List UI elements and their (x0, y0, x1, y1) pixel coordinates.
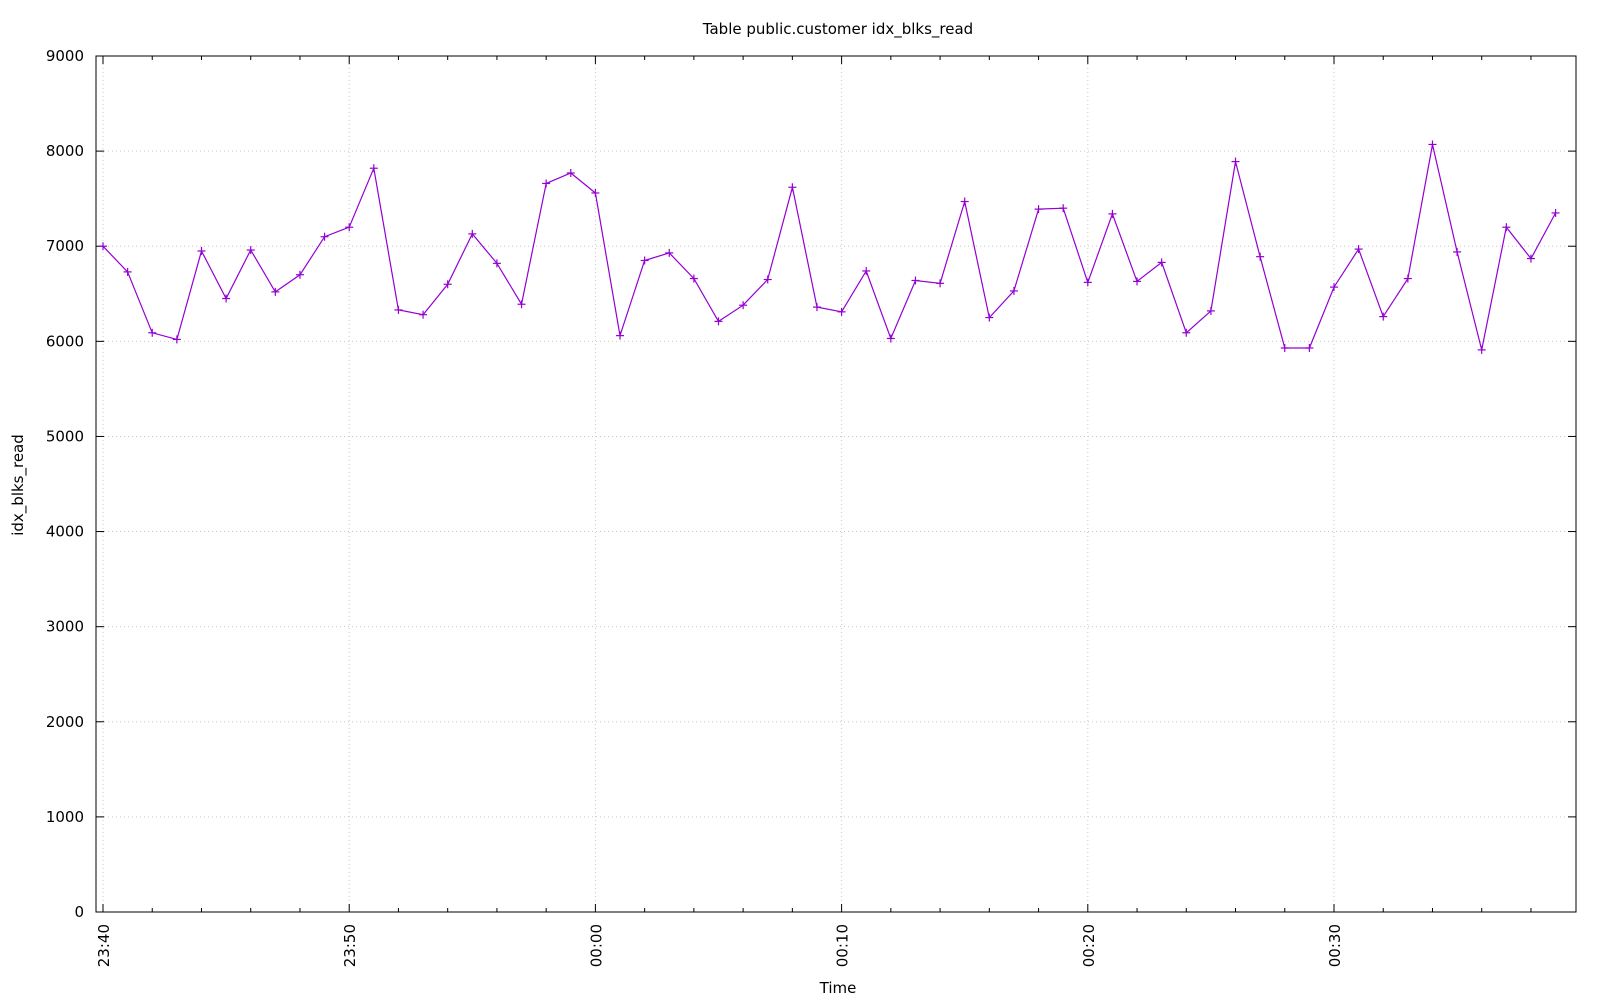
plot-frame (95, 55, 1577, 913)
data-point (985, 313, 994, 322)
data-point (1009, 286, 1018, 295)
x-tick-label: 23:50 (341, 924, 359, 967)
data-point (1231, 157, 1240, 166)
data-point (1502, 223, 1511, 232)
data-point (1330, 283, 1338, 292)
data-point (542, 179, 551, 188)
y-tick-label: 9000 (46, 47, 84, 65)
data-point (320, 232, 329, 241)
chart-title: Table public.customer idx_blks_read (702, 20, 973, 39)
data-point (714, 317, 723, 326)
data-point (591, 188, 600, 197)
data-point (1477, 345, 1486, 354)
data-point (739, 301, 748, 310)
data-point (837, 307, 846, 316)
data-point (246, 246, 255, 255)
x-tick-label: 00:10 (834, 924, 852, 967)
data-point (394, 305, 403, 314)
data-point (763, 275, 772, 284)
data-point (222, 294, 231, 303)
data-point (862, 266, 871, 275)
data-point (689, 274, 698, 283)
data-point (468, 229, 477, 238)
data-point (1059, 204, 1068, 213)
data-point (616, 331, 625, 340)
data-point (123, 267, 132, 276)
data-point (1354, 245, 1363, 254)
data-point (172, 335, 181, 344)
data-point (148, 328, 157, 337)
data-point (1206, 306, 1215, 315)
data-point (1551, 208, 1560, 217)
data-point (812, 303, 821, 312)
data-point (1108, 209, 1117, 218)
data-point (99, 242, 107, 251)
y-tick-label: 5000 (46, 427, 84, 445)
data-point (911, 276, 920, 285)
data-point (886, 334, 895, 343)
x-axis-label: Time (819, 979, 857, 997)
data-point (443, 280, 452, 289)
data-point (1157, 258, 1166, 267)
data-point (665, 248, 674, 257)
data-point (1256, 252, 1265, 261)
series-line (102, 144, 1557, 351)
data-point (1305, 343, 1314, 352)
y-tick-label: 0 (74, 903, 84, 921)
data-point (197, 246, 206, 255)
grid (96, 56, 1576, 912)
x-tick-label: 00:20 (1080, 924, 1098, 967)
axes: 0 1000 2000 3000 4000 5000 6000 7000 8000 9000 23:… (46, 47, 1577, 967)
data-point (295, 270, 304, 279)
data-point (936, 279, 945, 288)
y-tick-label: 7000 (46, 237, 84, 255)
data-point (369, 164, 378, 173)
series-line-group (99, 140, 1560, 354)
data-point (419, 310, 428, 319)
data-point (271, 287, 280, 296)
y-axis-label: idx_blks_read (9, 434, 28, 536)
y-tick-label: 6000 (46, 332, 84, 350)
x-tick-label: 00:30 (1326, 924, 1344, 967)
y-tick-label: 1000 (46, 808, 84, 826)
y-tick-label: 8000 (46, 142, 84, 160)
data-point (640, 256, 649, 265)
data-point (1428, 140, 1437, 149)
data-point (1280, 343, 1289, 352)
data-point (1453, 247, 1462, 256)
data-point (960, 197, 969, 206)
data-point (788, 183, 797, 192)
data-point (345, 223, 354, 232)
x-tick-label: 23:40 (95, 924, 113, 967)
y-tick-label: 4000 (46, 523, 84, 541)
data-point (1403, 274, 1412, 283)
data-point (517, 300, 526, 309)
data-point (1133, 277, 1142, 286)
x-tick-label: 00:00 (587, 924, 605, 967)
y-tick-label: 2000 (46, 713, 84, 731)
data-point (1526, 254, 1535, 263)
data-point (1379, 312, 1388, 321)
data-point (1182, 328, 1191, 337)
data-point (1034, 205, 1043, 214)
data-point (1083, 278, 1092, 287)
data-point (566, 168, 575, 177)
y-tick-label: 3000 (46, 618, 84, 636)
data-point (492, 259, 501, 268)
